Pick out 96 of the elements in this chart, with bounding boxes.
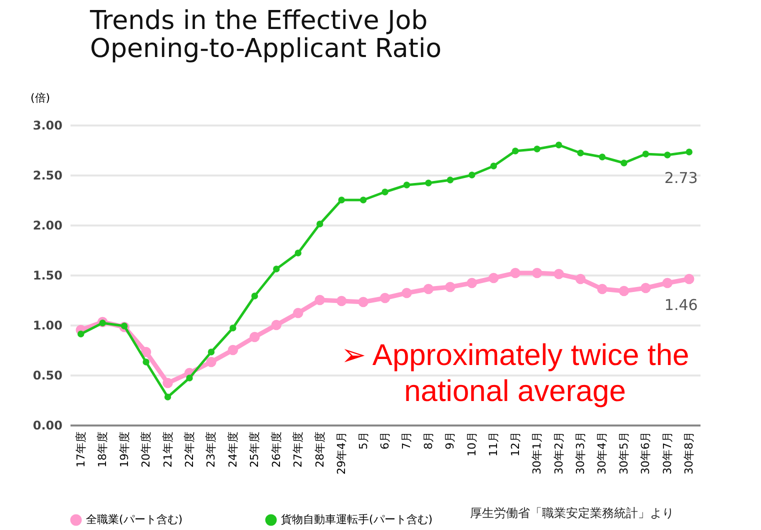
point [620, 160, 628, 166]
point [490, 162, 497, 170]
point [206, 356, 216, 368]
point [597, 284, 608, 294]
point [555, 142, 562, 148]
point [425, 180, 432, 186]
x-tick-label: 30年2月 [552, 432, 566, 474]
point [664, 152, 671, 158]
annotation: ➢ Approximately twice the national average [340, 338, 690, 410]
point [142, 358, 150, 366]
x-tick-label: 12月 [508, 432, 522, 456]
point [575, 274, 586, 284]
point [271, 320, 282, 330]
x-tick-label: 25年度 [248, 432, 262, 468]
x-tick-label: 30年6月 [639, 432, 652, 474]
x-tick-label: 30年1月 [530, 432, 544, 474]
x-tick-label: 11月 [487, 432, 500, 456]
y-tick-label: 1.00 [32, 318, 62, 332]
chart-title: Trends in the Effective Job Opening-to-Applicant Ratio [89, 6, 442, 64]
data-label: 1.46 [664, 296, 698, 314]
point [140, 346, 152, 358]
point [577, 150, 584, 156]
x-tick-label: 20年度 [140, 432, 153, 468]
point [554, 268, 564, 280]
point [251, 292, 258, 300]
x-tick-label: 21年度 [161, 432, 174, 468]
point [382, 188, 388, 196]
point [358, 296, 368, 308]
x-tick-label: 10月 [465, 432, 478, 456]
point [598, 154, 606, 160]
x-tick-label: 27年度 [292, 432, 305, 468]
x-tick-label: 23年度 [204, 432, 218, 468]
x-tick-label: 17年度 [74, 432, 88, 468]
point [273, 266, 280, 272]
point [78, 330, 84, 338]
point [684, 274, 694, 284]
point [164, 394, 172, 400]
point [294, 250, 302, 256]
x-tick-label: 30年7月 [660, 432, 674, 474]
point [510, 268, 520, 278]
x-tick-label: 6月 [378, 432, 392, 450]
point [250, 332, 260, 342]
point [228, 344, 238, 356]
point [402, 288, 412, 298]
point [336, 296, 347, 306]
point [423, 284, 434, 294]
point [534, 146, 540, 152]
x-tick-label: 28年度 [313, 432, 326, 468]
point [532, 268, 542, 278]
x-tick-label: 22年度 [182, 432, 196, 468]
x-tick-label: 30年4月 [596, 432, 609, 474]
data-label: 2.73 [664, 169, 698, 187]
y-tick-label: 2.00 [32, 218, 62, 232]
point [360, 196, 367, 204]
y-axis-title: (倍) [30, 92, 50, 104]
x-tick-label: 30年5月 [617, 432, 630, 474]
x-tick-label: 8月 [422, 432, 435, 450]
x-tick-label: 18年度 [96, 432, 110, 468]
x-tick-label: 30年3月 [574, 432, 588, 474]
point [488, 272, 499, 284]
legend-label: 全職業(パート含む) [86, 513, 183, 526]
point [292, 308, 304, 318]
x-tick-label: 9月 [444, 432, 457, 450]
y-tick-label: 2.50 [32, 168, 62, 182]
legend-label: 貨物自動車運転手(パート含む) [281, 513, 433, 526]
y-tick-label: 0.50 [32, 368, 62, 382]
x-tick-label: 19年度 [118, 432, 131, 468]
point [512, 148, 519, 154]
x-tick-label: 24年度 [226, 432, 240, 468]
point [618, 286, 630, 296]
point [314, 294, 325, 306]
point [642, 150, 650, 158]
point [403, 182, 410, 188]
point [208, 348, 215, 356]
point [380, 292, 390, 304]
point [338, 196, 345, 204]
point [662, 278, 673, 288]
text: 厚生労働省「職業安定業務統計」より [470, 505, 674, 522]
x-tick-label: 29年4月 [335, 432, 348, 474]
x-tick-label: 5月 [356, 432, 370, 450]
x-tick-label: 7月 [400, 432, 414, 450]
point [640, 282, 651, 294]
y-tick-label: 0.00 [32, 418, 62, 432]
y-tick-label: 1.50 [32, 268, 62, 282]
point [446, 176, 454, 184]
point [230, 324, 236, 332]
point [445, 282, 456, 292]
y-tick-label: 3.00 [32, 118, 62, 132]
x-tick-label: 30年8月 [682, 432, 696, 474]
point [468, 172, 476, 178]
point [466, 278, 478, 288]
point [186, 374, 193, 382]
point [162, 378, 173, 388]
point [316, 220, 324, 228]
x-tick-label: 26年度 [270, 432, 283, 468]
point [686, 148, 692, 156]
